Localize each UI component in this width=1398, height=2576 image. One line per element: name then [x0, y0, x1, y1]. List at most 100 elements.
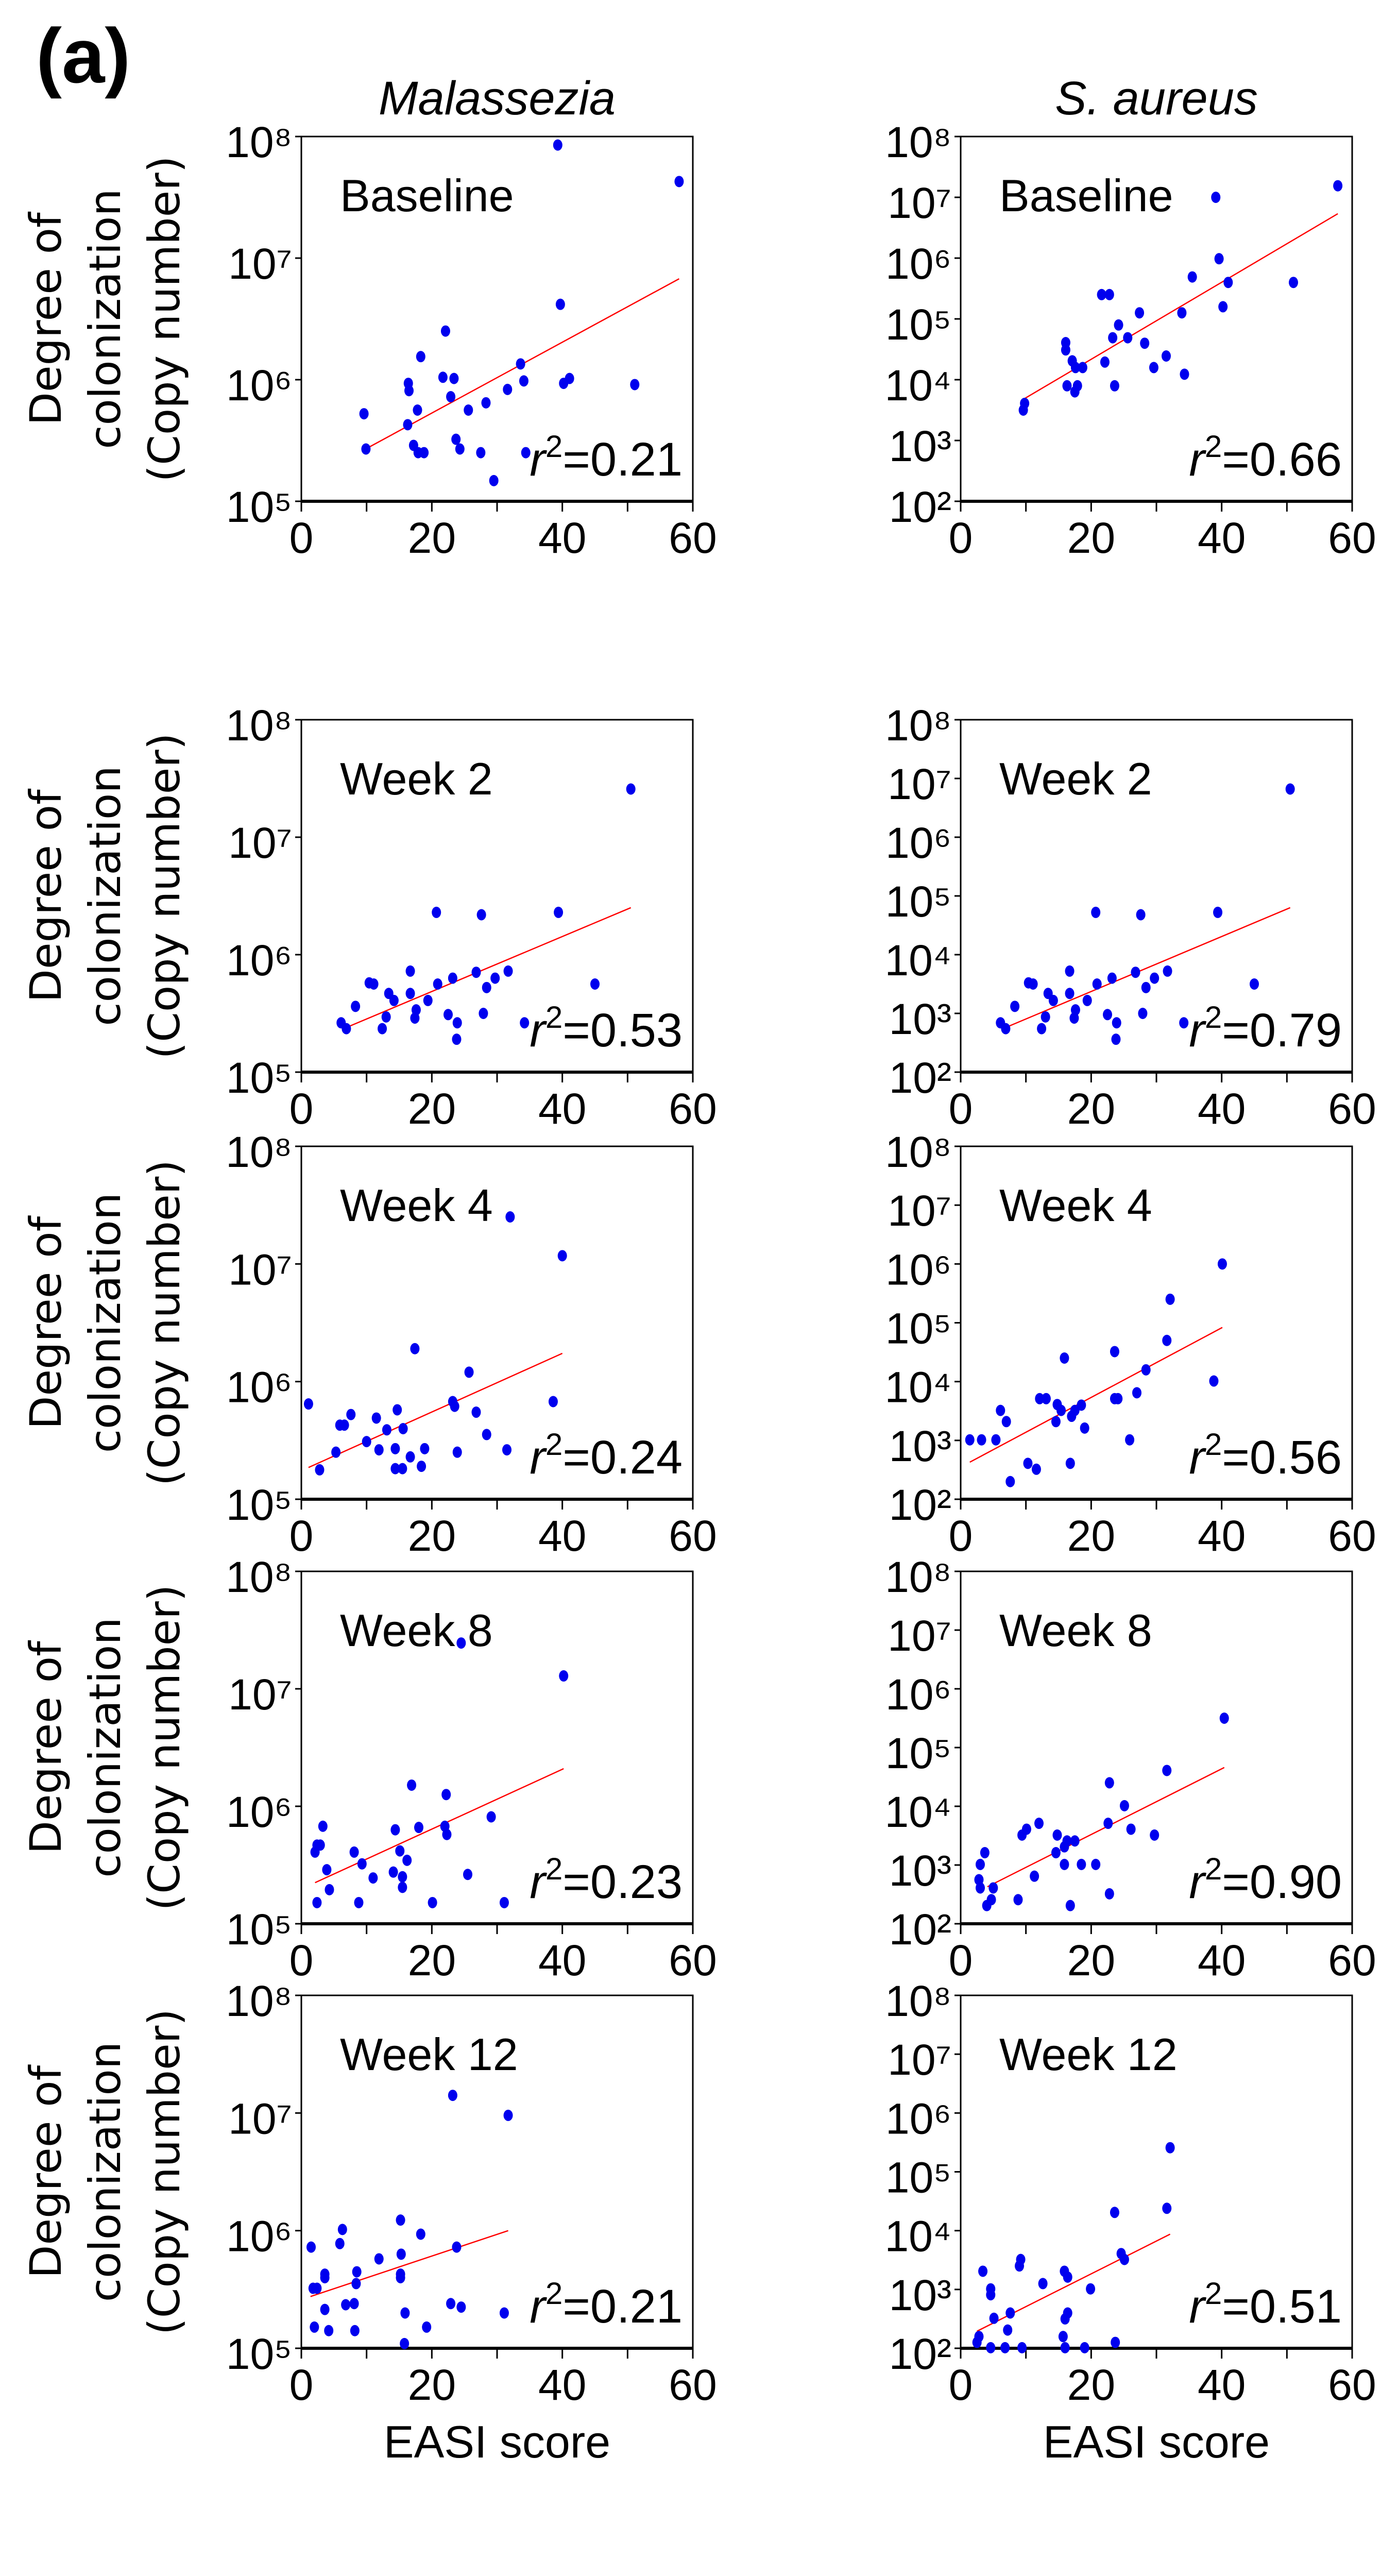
panel-title: Week 4: [999, 1180, 1152, 1231]
x-tick-label: 20: [1067, 514, 1115, 562]
data-point: [1214, 253, 1224, 265]
data-point: [1162, 350, 1171, 362]
data-point: [590, 978, 600, 990]
data-point: [976, 1882, 985, 1894]
y-axis-label-line: colonization: [80, 766, 130, 1026]
scatter-panel: 0 20 40 60 10⁵ 10⁶ 10⁷ 10⁸ Week 8 r2=0.23: [226, 1553, 717, 1985]
data-point: [980, 1847, 990, 1859]
data-point: [521, 447, 531, 459]
r-squared-exp: 2: [545, 1427, 562, 1462]
data-point: [1078, 362, 1087, 374]
data-point: [303, 1398, 313, 1410]
data-point: [1107, 972, 1117, 984]
data-point: [416, 351, 425, 363]
data-point: [476, 447, 486, 459]
data-point: [440, 325, 450, 337]
data-point: [1141, 981, 1151, 993]
data-point: [1092, 978, 1102, 990]
y-tick-label: 10⁷: [228, 2094, 292, 2143]
x-tick-label: 40: [538, 1936, 586, 1985]
data-point: [318, 1820, 328, 1832]
y-axis-label-line: colonization: [80, 1617, 130, 1877]
data-point: [1041, 1011, 1050, 1023]
data-point: [986, 2289, 996, 2301]
y-tick-label: 10⁷: [888, 2036, 951, 2084]
panel-title: Week 8: [340, 1605, 493, 1656]
data-point: [1104, 1777, 1114, 1789]
y-tick-label: 10³: [889, 2271, 951, 2319]
r-squared-label: r2=0.56: [1189, 1427, 1342, 1484]
x-tick-label: 60: [1328, 514, 1376, 562]
r-squared-value: =0.21: [562, 2280, 683, 2333]
data-point: [322, 1864, 332, 1876]
panel-title: Week 12: [999, 2029, 1178, 2080]
y-tick-label: 10⁷: [888, 760, 951, 808]
data-point: [471, 1406, 481, 1418]
data-point: [1052, 1829, 1062, 1841]
panel-title: Week 12: [340, 2029, 518, 2080]
regression-line: [310, 2230, 508, 2297]
data-point: [1104, 289, 1114, 300]
data-point: [1091, 1858, 1101, 1870]
data-point: [1285, 783, 1295, 795]
data-point: [1110, 1346, 1119, 1358]
data-point: [476, 909, 486, 921]
data-point: [1219, 1713, 1229, 1724]
data-point: [559, 378, 569, 389]
column-header-malassezia: Malassezia: [379, 72, 616, 125]
data-point: [1086, 2283, 1096, 2295]
x-tick-label: 40: [538, 1084, 586, 1133]
data-point: [351, 1001, 361, 1012]
data-point: [1013, 1894, 1023, 1906]
y-axis-label-line: (Copy number): [139, 733, 190, 1059]
data-point: [499, 2307, 509, 2319]
data-point: [1017, 1829, 1027, 1841]
x-tick-label: 0: [289, 2361, 314, 2409]
data-point: [342, 1023, 351, 1035]
data-point: [977, 1434, 986, 1446]
scatter-panel: 0 20 40 60 10² 10³ 10⁴ 10⁵ 10⁶ 10⁷ 10⁸ Baseline r2=0…: [884, 118, 1376, 562]
y-axis-label-line: colonization: [80, 1193, 130, 1453]
y-tick-label: 10⁵: [226, 2330, 292, 2378]
data-point: [398, 1882, 407, 1893]
data-point: [428, 1896, 437, 1908]
y-tick-label: 10⁵: [885, 1729, 951, 1777]
data-point: [471, 967, 481, 978]
data-point: [1037, 1023, 1047, 1035]
data-point: [416, 2228, 425, 2240]
data-point: [991, 1434, 1001, 1446]
data-point: [1060, 2313, 1070, 2325]
data-point: [398, 1423, 408, 1434]
data-point: [1028, 978, 1038, 990]
data-point: [1150, 972, 1160, 984]
y-axis-label-line: Degree of: [21, 1215, 71, 1429]
y-tick-label: 10⁸: [885, 118, 951, 166]
data-point: [1113, 1393, 1123, 1404]
y-tick-label: 10⁶: [226, 1788, 292, 1836]
regression-line: [315, 1768, 564, 1884]
r-squared-value: =0.79: [1222, 1004, 1342, 1057]
data-point: [520, 1017, 530, 1029]
data-point: [374, 2253, 384, 2265]
data-point: [1061, 344, 1070, 356]
data-point: [388, 1866, 398, 1878]
x-tick-label: 0: [949, 514, 973, 562]
x-tick-label: 40: [1198, 514, 1246, 562]
y-axis-label-line: (Copy number): [139, 156, 190, 482]
data-point: [1070, 386, 1080, 398]
data-point: [312, 1896, 322, 1908]
regression-line: [1005, 907, 1291, 1028]
data-point: [361, 443, 371, 455]
data-point: [1005, 1476, 1015, 1487]
data-point: [489, 474, 499, 486]
data-point: [306, 2241, 316, 2253]
data-point: [1140, 337, 1150, 349]
data-point: [1138, 1008, 1148, 1019]
data-point: [320, 2303, 330, 2315]
data-point: [972, 2336, 982, 2348]
r-squared-value: =0.23: [562, 1856, 683, 1908]
data-point: [310, 2321, 319, 2333]
data-point: [674, 176, 684, 188]
data-point: [419, 447, 429, 459]
x-tick-label: 60: [1328, 1512, 1376, 1560]
